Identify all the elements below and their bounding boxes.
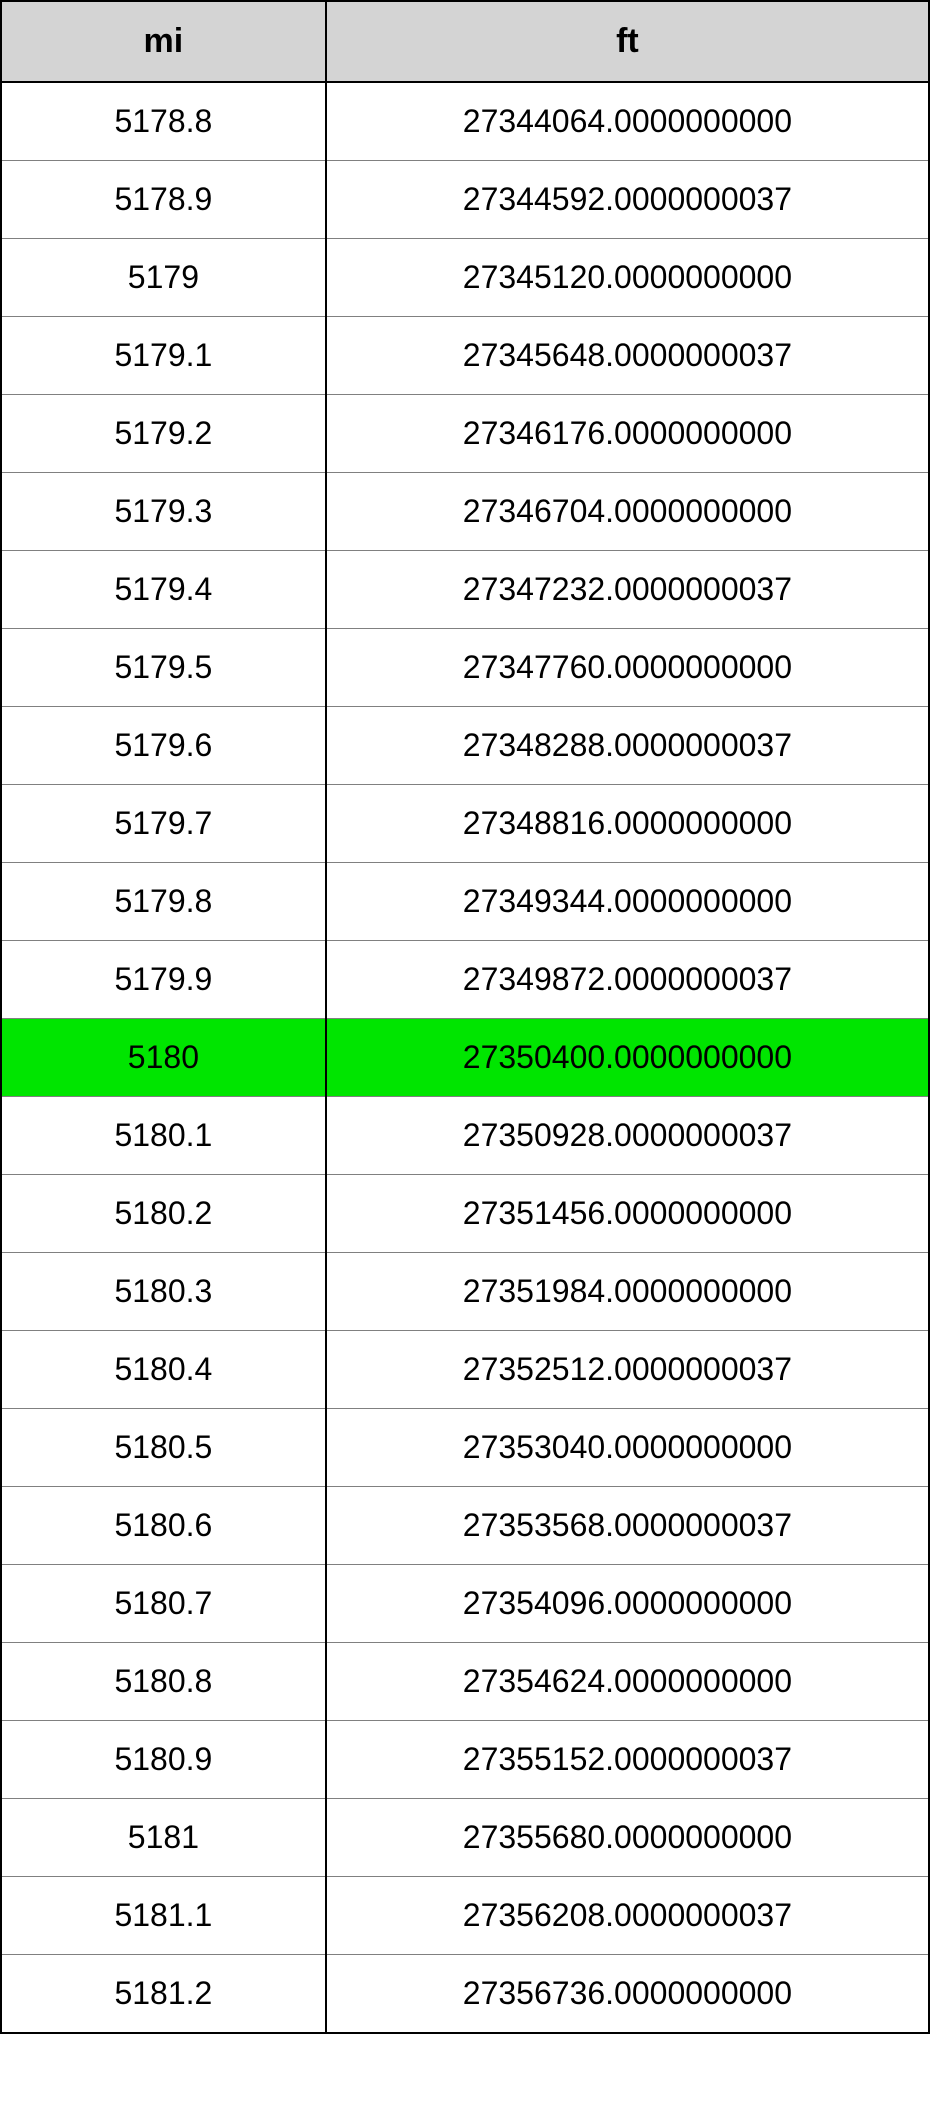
table-row: 5180.9 27355152.0000000037	[1, 1721, 929, 1799]
cell-ft: 27348288.0000000037	[326, 707, 929, 785]
cell-mi: 5180.2	[1, 1175, 326, 1253]
cell-mi: 5180	[1, 1019, 326, 1097]
table-row: 5181.1 27356208.0000000037	[1, 1877, 929, 1955]
table-row: 5181 27355680.0000000000	[1, 1799, 929, 1877]
cell-mi: 5179.5	[1, 629, 326, 707]
table-row: 5179.8 27349344.0000000000	[1, 863, 929, 941]
table-row: 5180.3 27351984.0000000000	[1, 1253, 929, 1331]
table-row: 5180.6 27353568.0000000037	[1, 1487, 929, 1565]
table-row: 5179.4 27347232.0000000037	[1, 551, 929, 629]
cell-ft: 27347760.0000000000	[326, 629, 929, 707]
cell-ft: 27353040.0000000000	[326, 1409, 929, 1487]
table-row: 5180.5 27353040.0000000000	[1, 1409, 929, 1487]
cell-mi: 5179.3	[1, 473, 326, 551]
cell-ft: 27355680.0000000000	[326, 1799, 929, 1877]
cell-ft: 27345648.0000000037	[326, 317, 929, 395]
cell-mi: 5180.1	[1, 1097, 326, 1175]
cell-mi: 5179.1	[1, 317, 326, 395]
table-row-highlighted: 5180 27350400.0000000000	[1, 1019, 929, 1097]
table-row: 5180.4 27352512.0000000037	[1, 1331, 929, 1409]
cell-ft: 27346176.0000000000	[326, 395, 929, 473]
cell-ft: 27346704.0000000000	[326, 473, 929, 551]
table-row: 5180.1 27350928.0000000037	[1, 1097, 929, 1175]
cell-mi: 5179.2	[1, 395, 326, 473]
conversion-table: mi ft 5178.8 27344064.0000000000 5178.9 …	[0, 0, 930, 2034]
cell-mi: 5181	[1, 1799, 326, 1877]
cell-ft: 27352512.0000000037	[326, 1331, 929, 1409]
cell-mi: 5180.7	[1, 1565, 326, 1643]
table-row: 5179.7 27348816.0000000000	[1, 785, 929, 863]
table-row: 5179 27345120.0000000000	[1, 239, 929, 317]
cell-mi: 5180.8	[1, 1643, 326, 1721]
cell-ft: 27356208.0000000037	[326, 1877, 929, 1955]
cell-mi: 5178.9	[1, 161, 326, 239]
cell-ft: 27356736.0000000000	[326, 1955, 929, 2034]
cell-ft: 27354096.0000000000	[326, 1565, 929, 1643]
cell-ft: 27353568.0000000037	[326, 1487, 929, 1565]
cell-ft: 27355152.0000000037	[326, 1721, 929, 1799]
cell-ft: 27345120.0000000000	[326, 239, 929, 317]
table-row: 5181.2 27356736.0000000000	[1, 1955, 929, 2034]
cell-mi: 5180.9	[1, 1721, 326, 1799]
cell-mi: 5179.6	[1, 707, 326, 785]
cell-ft: 27349344.0000000000	[326, 863, 929, 941]
cell-mi: 5180.5	[1, 1409, 326, 1487]
table-row: 5180.8 27354624.0000000000	[1, 1643, 929, 1721]
table-row: 5179.3 27346704.0000000000	[1, 473, 929, 551]
column-header-ft: ft	[326, 1, 929, 82]
cell-mi: 5180.4	[1, 1331, 326, 1409]
cell-mi: 5179.8	[1, 863, 326, 941]
column-header-mi: mi	[1, 1, 326, 82]
table-row: 5180.7 27354096.0000000000	[1, 1565, 929, 1643]
cell-ft: 27351984.0000000000	[326, 1253, 929, 1331]
cell-mi: 5179.4	[1, 551, 326, 629]
cell-mi: 5181.1	[1, 1877, 326, 1955]
cell-ft: 27351456.0000000000	[326, 1175, 929, 1253]
cell-ft: 27350400.0000000000	[326, 1019, 929, 1097]
table-header-row: mi ft	[1, 1, 929, 82]
table-row: 5179.2 27346176.0000000000	[1, 395, 929, 473]
cell-ft: 27350928.0000000037	[326, 1097, 929, 1175]
cell-mi: 5179	[1, 239, 326, 317]
cell-ft: 27344592.0000000037	[326, 161, 929, 239]
table-row: 5179.6 27348288.0000000037	[1, 707, 929, 785]
table-row: 5179.1 27345648.0000000037	[1, 317, 929, 395]
cell-mi: 5178.8	[1, 82, 326, 161]
cell-mi: 5180.6	[1, 1487, 326, 1565]
cell-mi: 5179.7	[1, 785, 326, 863]
table-row: 5179.9 27349872.0000000037	[1, 941, 929, 1019]
table-row: 5179.5 27347760.0000000000	[1, 629, 929, 707]
table-body: 5178.8 27344064.0000000000 5178.9 273445…	[1, 82, 929, 2033]
table-row: 5180.2 27351456.0000000000	[1, 1175, 929, 1253]
cell-ft: 27344064.0000000000	[326, 82, 929, 161]
table-row: 5178.8 27344064.0000000000	[1, 82, 929, 161]
cell-ft: 27347232.0000000037	[326, 551, 929, 629]
cell-ft: 27354624.0000000000	[326, 1643, 929, 1721]
cell-mi: 5179.9	[1, 941, 326, 1019]
cell-mi: 5181.2	[1, 1955, 326, 2034]
table-row: 5178.9 27344592.0000000037	[1, 161, 929, 239]
cell-ft: 27348816.0000000000	[326, 785, 929, 863]
cell-mi: 5180.3	[1, 1253, 326, 1331]
cell-ft: 27349872.0000000037	[326, 941, 929, 1019]
